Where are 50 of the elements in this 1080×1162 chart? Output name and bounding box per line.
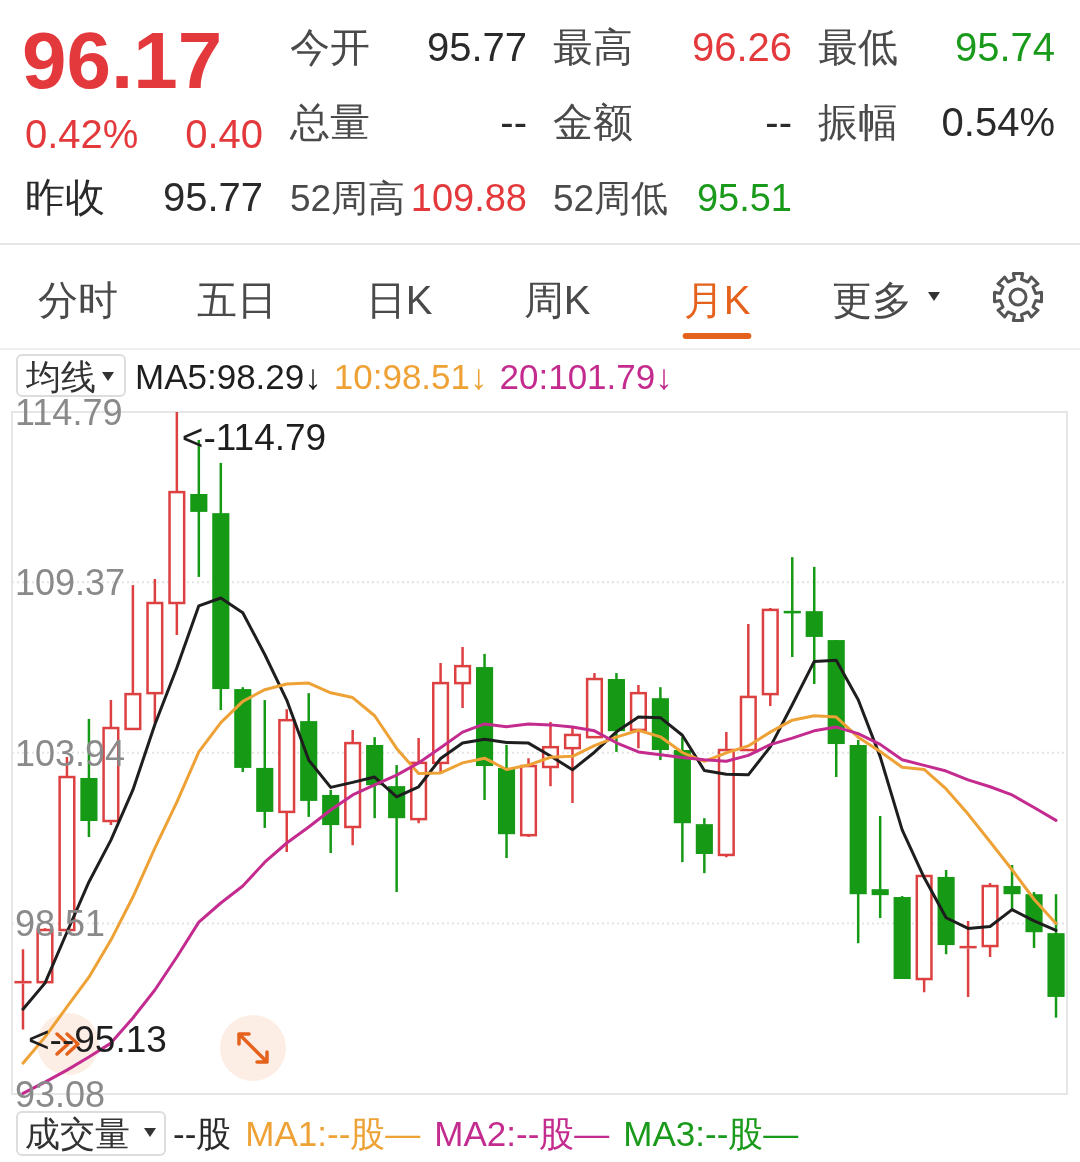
- text: MA3:--股—: [623, 1114, 799, 1153]
- text: 95.77: [162, 175, 263, 219]
- text: 金额: [553, 100, 633, 144]
- text: 最高: [553, 25, 633, 69]
- candlestick: [344, 728, 362, 847]
- candlestick: [124, 583, 142, 731]
- text: MA2:--股—: [434, 1114, 610, 1153]
- text: 95.51: [696, 177, 792, 219]
- text: 最低: [818, 25, 898, 69]
- text: 20:101.79↓: [499, 357, 673, 396]
- text: 109.88: [410, 177, 527, 219]
- candlestick: [761, 606, 779, 708]
- text: 成交量: [25, 1114, 130, 1153]
- annotation: <-114.79: [181, 417, 327, 458]
- text: 更多: [832, 278, 912, 322]
- candlestick: [871, 814, 889, 920]
- y-tick-label: 93.08: [15, 1074, 106, 1115]
- text: 昨收: [25, 175, 105, 219]
- text: 0.54%: [941, 100, 1055, 144]
- text: --: [765, 100, 792, 144]
- text: 52周低: [553, 178, 669, 219]
- text: MA5:98.29↓: [135, 357, 322, 396]
- candlestick: [563, 726, 582, 805]
- candlestick: [585, 671, 604, 739]
- text: 周K: [523, 278, 591, 322]
- candlestick: [1003, 863, 1021, 911]
- candlestick: [146, 577, 164, 724]
- text: 10:98.51↓: [333, 357, 488, 396]
- legend-title: 均线: [25, 357, 96, 396]
- text: 今开: [290, 25, 370, 69]
- text: 0.40: [185, 112, 263, 156]
- text: 0.42%: [25, 112, 139, 156]
- candlestick: [739, 622, 757, 752]
- text: MA1:--股—: [245, 1114, 421, 1153]
- text: 振幅: [818, 100, 898, 144]
- text: 日K: [365, 278, 433, 322]
- text: 96.26: [691, 25, 792, 69]
- text: 月K: [683, 278, 751, 322]
- text: 分时: [38, 278, 118, 322]
- candlestick: [454, 645, 472, 710]
- text: --: [500, 100, 527, 144]
- text: --股: [173, 1114, 232, 1153]
- y-tick-label: 109.37: [15, 562, 126, 604]
- text: 96.17: [22, 16, 223, 105]
- text: 95.77: [426, 25, 527, 69]
- text: 52周高: [290, 178, 406, 219]
- text: 总量: [289, 100, 370, 144]
- text: 五日: [197, 278, 277, 322]
- candlestick: [278, 707, 296, 854]
- text: 95.74: [954, 25, 1055, 69]
